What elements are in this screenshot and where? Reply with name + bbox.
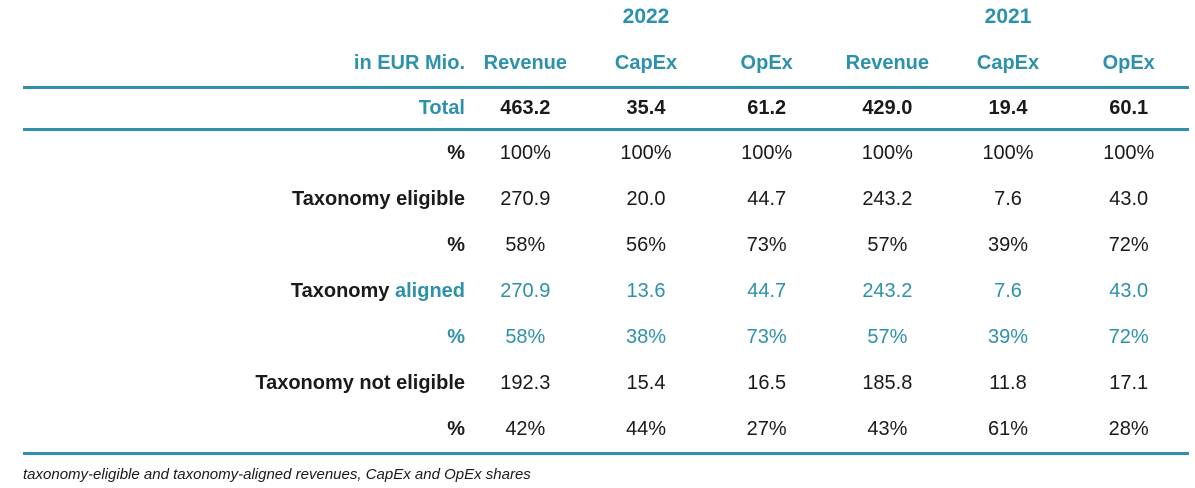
cell-value: 58%: [505, 234, 546, 257]
column-header-opex-2022: OpEx: [740, 51, 793, 74]
cell-value: 185.8: [862, 371, 913, 394]
table-caption: taxonomy-eligible and taxonomy-aligned r…: [23, 466, 531, 484]
cell-value: 27%: [746, 417, 787, 440]
cell-value: 270.9: [500, 188, 551, 211]
row-label-percent: %: [447, 417, 465, 440]
cell-value: 463.2: [500, 97, 551, 119]
cell-value: 39%: [988, 325, 1029, 348]
cell-value: 28%: [1108, 417, 1149, 440]
cell-value: 72%: [1108, 234, 1149, 257]
row-label-taxonomy-eligible: Taxonomy eligible: [292, 188, 465, 211]
cell-value: 39%: [988, 234, 1029, 257]
cell-value: 100%: [982, 142, 1034, 165]
cell-value: 192.3: [500, 371, 551, 394]
table-row-total: Total 463.2 35.4 61.2 429.0 19.4 60.1: [23, 89, 1189, 128]
row-label-percent: %: [447, 325, 465, 348]
cell-value: 61%: [988, 417, 1029, 440]
cell-value: 58%: [505, 325, 546, 348]
table-row-taxonomy-eligible: Taxonomy eligible 270.9 20.0 44.7 243.2 …: [23, 177, 1189, 223]
cell-value: 13.6: [626, 280, 666, 302]
column-header-capex-2022: CapEx: [614, 51, 678, 74]
cell-value: 42%: [505, 417, 546, 440]
row-label-taxonomy-not-eligible: Taxonomy not eligible: [255, 371, 465, 394]
cell-value: 270.9: [500, 280, 551, 302]
column-header-revenue-2021: Revenue: [845, 51, 930, 74]
column-header-row: in EUR Mio. Revenue CapEx OpEx Revenue C…: [23, 34, 1189, 86]
cell-value: 100%: [741, 142, 793, 165]
cell-value: 7.6: [994, 280, 1022, 302]
cell-value: 43.0: [1109, 188, 1149, 211]
row-label-percent: %: [447, 142, 465, 165]
cell-value: 243.2: [862, 188, 913, 211]
cell-value: 72%: [1108, 325, 1149, 348]
unit-label: in EUR Mio.: [353, 51, 465, 74]
row-label-taxonomy-aligned: Taxonomy aligned: [23, 280, 465, 303]
table-row-taxonomy-not-eligible: Taxonomy not eligible 192.3 15.4 16.5 18…: [23, 360, 1189, 406]
column-header-opex-2021: OpEx: [1102, 51, 1155, 74]
table-row-taxonomy-aligned: Taxonomy aligned 270.9 13.6 44.7 243.2 7…: [23, 269, 1189, 315]
cell-value: 15.4: [626, 371, 666, 394]
cell-value: 73%: [746, 234, 787, 257]
cell-value: 43%: [867, 417, 908, 440]
cell-value: 35.4: [626, 97, 666, 119]
year-2022-label: 2022: [622, 5, 670, 28]
cell-value: 19.4: [988, 97, 1028, 119]
table-row-aligned-percent: % 58% 38% 73% 57% 39% 72%: [23, 314, 1189, 360]
cell-value: 73%: [746, 325, 787, 348]
cell-value: 429.0: [862, 97, 913, 119]
table-row-eligible-percent: % 58% 56% 73% 57% 39% 72%: [23, 223, 1189, 269]
column-header-revenue-2022: Revenue: [483, 51, 568, 74]
cell-value: 100%: [620, 142, 672, 165]
year-header-row: 2022 2021: [23, 0, 1189, 34]
year-2021-label: 2021: [984, 5, 1032, 28]
label-part-taxonomy: Taxonomy: [290, 280, 390, 302]
cell-value: 20.0: [626, 188, 666, 211]
cell-value: 44%: [625, 417, 667, 440]
taxonomy-kpi-table: 2022 2021 in EUR Mio. Revenue CapEx OpEx…: [23, 0, 1189, 456]
cell-value: 38%: [625, 325, 667, 348]
table-row-total-percent: % 100% 100% 100% 100% 100% 100%: [23, 131, 1189, 177]
row-label-total: Total: [418, 97, 465, 119]
cell-value: 43.0: [1109, 280, 1149, 302]
divider-bottom: [23, 452, 1189, 456]
cell-value: 44.7: [747, 280, 787, 302]
cell-value: 243.2: [862, 280, 913, 302]
cell-value: 57%: [867, 234, 908, 257]
label-part-aligned: aligned: [394, 280, 465, 302]
cell-value: 17.1: [1109, 371, 1149, 394]
cell-value: 56%: [625, 234, 667, 257]
cell-value: 16.5: [747, 371, 787, 394]
cell-value: 44.7: [747, 188, 787, 211]
cell-value: 100%: [861, 142, 913, 165]
table-row-not-eligible-percent: % 42% 44% 27% 43% 61% 28%: [23, 406, 1189, 452]
divider-top: [23, 86, 1189, 89]
cell-value: 57%: [867, 325, 908, 348]
row-label-percent: %: [447, 234, 465, 257]
cell-value: 100%: [499, 142, 551, 165]
cell-value: 61.2: [747, 97, 787, 119]
divider-under-total: [23, 128, 1189, 131]
cell-value: 100%: [1103, 142, 1155, 165]
column-header-capex-2021: CapEx: [976, 51, 1040, 74]
cell-value: 60.1: [1109, 97, 1149, 119]
cell-value: 11.8: [989, 371, 1027, 394]
cell-value: 7.6: [994, 188, 1022, 211]
